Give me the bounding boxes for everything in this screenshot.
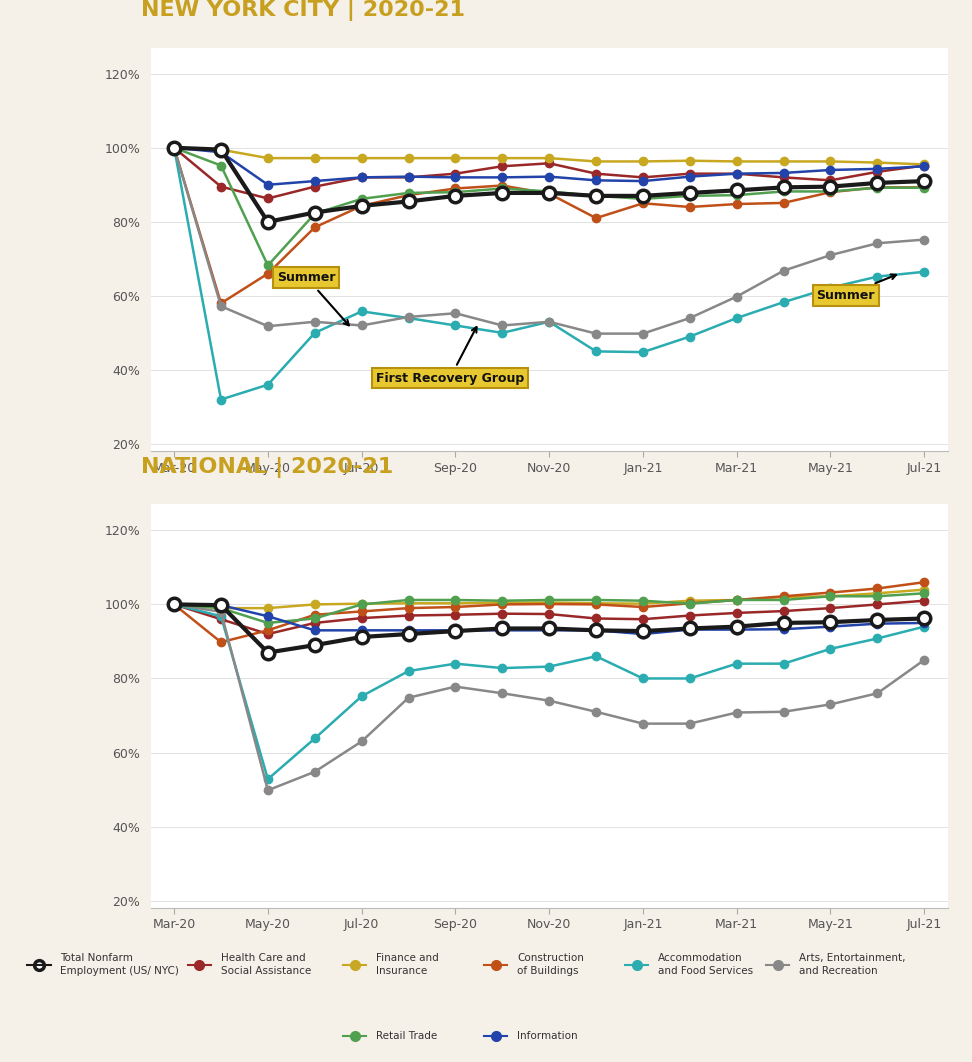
Text: Finance and
Insurance: Finance and Insurance bbox=[376, 954, 439, 976]
Text: Arts, Entortainment,
and Recreation: Arts, Entortainment, and Recreation bbox=[799, 954, 906, 976]
Text: Retail Trade: Retail Trade bbox=[376, 1031, 437, 1041]
Text: First Recovery Group: First Recovery Group bbox=[376, 327, 524, 384]
Text: NATIONAL | 2020-21: NATIONAL | 2020-21 bbox=[141, 457, 394, 478]
Text: Summer: Summer bbox=[816, 274, 896, 302]
Text: Information: Information bbox=[517, 1031, 577, 1041]
Text: NEW YORK CITY | 2020-21: NEW YORK CITY | 2020-21 bbox=[141, 0, 465, 21]
Text: Construction
of Buildings: Construction of Buildings bbox=[517, 954, 584, 976]
Text: Accommodation
and Food Services: Accommodation and Food Services bbox=[658, 954, 753, 976]
Text: Total Nonfarm
Employment (US/ NYC): Total Nonfarm Employment (US/ NYC) bbox=[60, 954, 179, 976]
Text: Health Care and
Social Assistance: Health Care and Social Assistance bbox=[221, 954, 311, 976]
Text: Summer: Summer bbox=[277, 271, 349, 325]
